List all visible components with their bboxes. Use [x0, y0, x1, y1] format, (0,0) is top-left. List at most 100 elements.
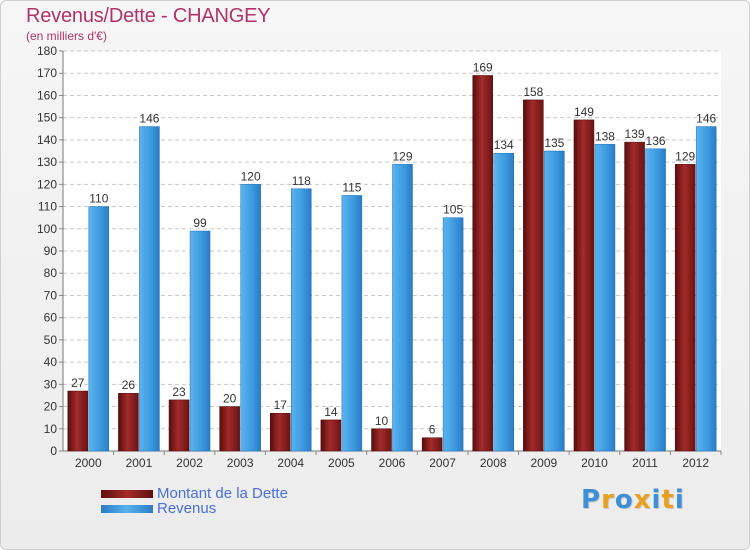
- bar-dette: [168, 399, 190, 452]
- bar-dette: [421, 437, 443, 452]
- data-label-dette: 139: [625, 127, 645, 141]
- bar-revenus: [189, 230, 211, 452]
- data-label-dette: 14: [324, 405, 338, 419]
- bar-revenus: [544, 150, 565, 452]
- y-tick-label: 110: [38, 200, 57, 214]
- y-tick-label: 160: [37, 88, 57, 102]
- data-label-revenus: 99: [193, 216, 207, 230]
- y-tick-label: 120: [37, 177, 57, 191]
- proxiti-logo: Proxiti: [581, 485, 685, 515]
- x-tick-label: 2001: [126, 456, 153, 470]
- x-tick-label: 2006: [379, 456, 406, 470]
- y-tick-label: 180: [37, 44, 57, 58]
- y-tick-label: 20: [44, 400, 58, 414]
- logo-letter: r: [601, 485, 615, 515]
- logo-letter: o: [614, 485, 634, 515]
- data-label-revenus: 135: [544, 136, 564, 150]
- legend-swatch-dette: [101, 490, 153, 498]
- y-tick-label: 70: [44, 288, 58, 302]
- data-label-revenus: 146: [139, 112, 159, 126]
- y-tick-label: 10: [44, 422, 58, 436]
- data-label-revenus: 138: [595, 129, 615, 143]
- data-label-revenus: 134: [494, 138, 514, 152]
- data-label-dette: 17: [274, 398, 288, 412]
- bar-revenus: [88, 206, 110, 452]
- data-label-dette: 10: [375, 414, 389, 428]
- bar-dette: [67, 390, 89, 452]
- x-tick-label: 2008: [480, 456, 507, 470]
- bar-revenus: [645, 148, 666, 452]
- y-tick-label: 90: [44, 244, 58, 258]
- x-tick-label: 2012: [682, 456, 709, 470]
- y-tick-label: 30: [44, 377, 58, 391]
- data-label-dette: 20: [223, 392, 237, 406]
- bar-dette: [472, 75, 493, 452]
- chart-title: Revenus/Dette - CHANGEY: [26, 5, 271, 27]
- data-label-dette: 169: [473, 60, 493, 74]
- bar-revenus: [442, 217, 464, 452]
- y-tick-label: 170: [37, 66, 57, 80]
- data-label-dette: 149: [574, 105, 594, 119]
- bar-dette: [523, 99, 544, 452]
- bar-dette: [219, 406, 240, 452]
- y-tick-label: 60: [44, 311, 58, 325]
- bar-dette: [624, 141, 645, 452]
- logo-letter: i: [674, 485, 685, 515]
- y-tick-label: 130: [37, 155, 57, 169]
- legend-label-dette: Montant de la Dette: [157, 485, 288, 502]
- x-tick-label: 2002: [176, 456, 203, 470]
- bar-dette: [674, 164, 696, 452]
- data-label-dette: 158: [523, 85, 543, 99]
- data-label-revenus: 118: [292, 174, 311, 188]
- bar-revenus: [594, 144, 616, 452]
- x-tick-label: 2004: [277, 456, 304, 470]
- x-tick-label: 2007: [429, 456, 456, 470]
- bar-dette: [118, 392, 139, 452]
- bar-revenus: [139, 126, 160, 452]
- legend-label-revenus: Revenus: [157, 500, 217, 517]
- data-label-dette: 27: [71, 376, 85, 390]
- bar-revenus: [695, 126, 717, 452]
- x-tick-label: 2000: [75, 456, 102, 470]
- bar-revenus: [392, 164, 413, 452]
- logo-letter: P: [581, 485, 602, 515]
- x-tick-label: 2011: [632, 456, 658, 470]
- x-tick-label: 2005: [328, 456, 355, 470]
- chart-subtitle: (en milliers d'€): [26, 29, 107, 43]
- data-label-revenus: 146: [696, 112, 716, 126]
- data-label-revenus: 129: [392, 149, 412, 163]
- data-label-dette: 6: [429, 423, 436, 437]
- y-tick-label: 40: [44, 355, 58, 369]
- y-tick-label: 80: [44, 266, 58, 280]
- bar-dette: [270, 412, 291, 452]
- y-tick-label: 150: [37, 111, 57, 125]
- logo-letter: i: [651, 485, 662, 515]
- data-label-dette: 129: [675, 149, 695, 163]
- bar-revenus: [493, 152, 514, 452]
- legend-swatch-revenus: [101, 505, 153, 513]
- bar-revenus: [341, 195, 363, 452]
- data-label-revenus: 120: [241, 169, 261, 183]
- x-tick-label: 2009: [530, 456, 557, 470]
- bar-dette: [371, 428, 392, 452]
- data-label-revenus: 105: [443, 203, 463, 217]
- data-label-revenus: 136: [646, 134, 666, 148]
- x-tick-label: 2003: [227, 456, 254, 470]
- logo-letter: t: [661, 485, 675, 515]
- data-label-dette: 26: [122, 378, 136, 392]
- data-label-revenus: 110: [89, 192, 108, 206]
- data-label-revenus: 115: [342, 180, 361, 194]
- bar-revenus: [291, 188, 312, 452]
- x-tick-label: 2010: [581, 456, 608, 470]
- bar-dette: [573, 119, 595, 452]
- y-tick-label: 50: [44, 333, 58, 347]
- logo-letter: x: [633, 485, 652, 515]
- data-label-dette: 23: [172, 385, 186, 399]
- y-tick-label: 100: [37, 222, 57, 236]
- y-tick-label: 0: [50, 444, 57, 458]
- y-tick-label: 140: [37, 133, 57, 147]
- bar-dette: [320, 419, 342, 452]
- bar-revenus: [240, 184, 261, 452]
